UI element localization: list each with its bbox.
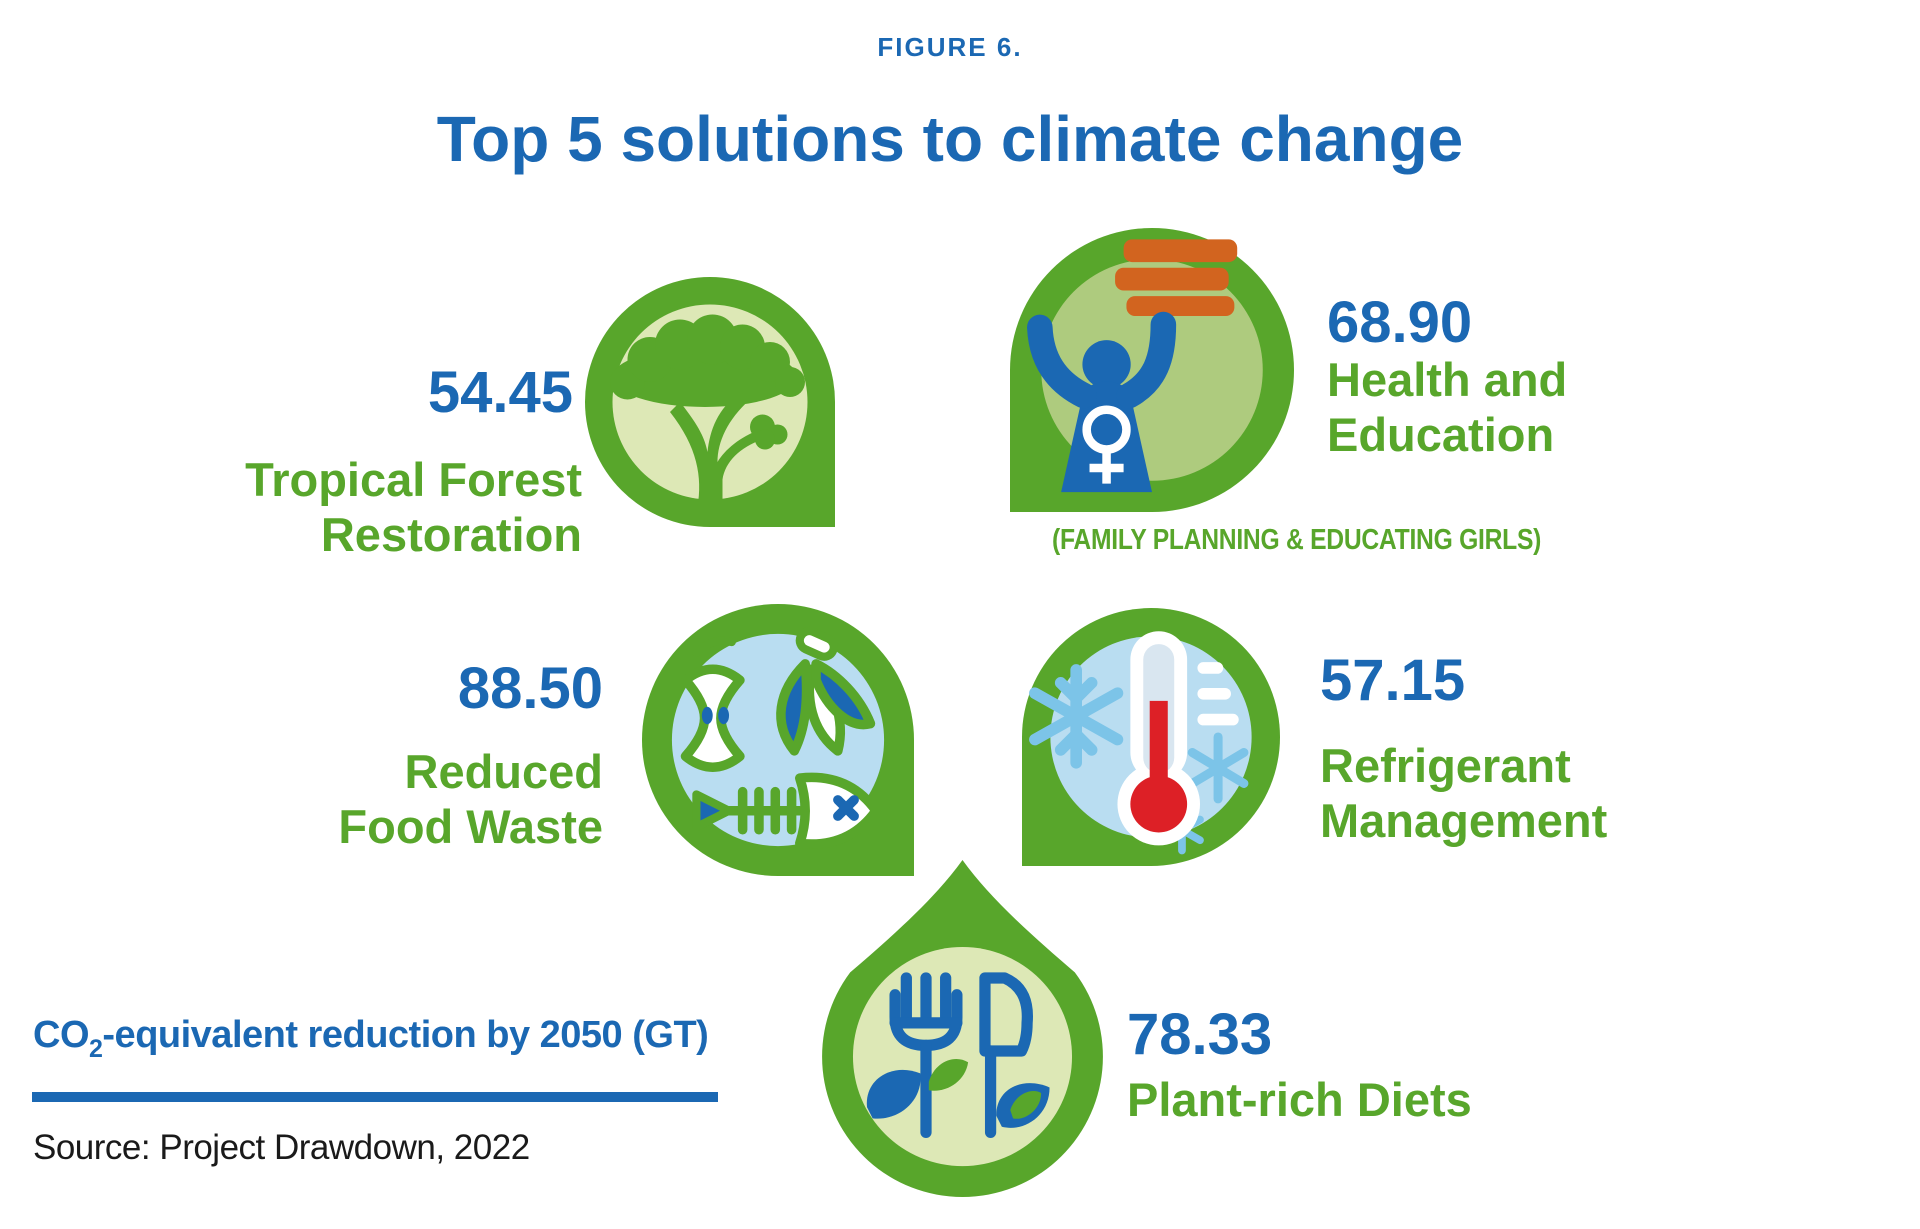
- health-education-badge: [1010, 228, 1294, 512]
- value-refrigerant-management: 57.15: [1320, 648, 1466, 713]
- value-health-education: 68.90: [1327, 290, 1473, 355]
- female-symbol-icon: [1082, 405, 1131, 484]
- person-books-icon: [1027, 239, 1238, 493]
- divider-rule: [32, 1092, 718, 1102]
- badge-inner-circle: [852, 947, 1073, 1167]
- books-icon: [1115, 239, 1238, 317]
- label-refrigerant-management: Refrigerant Management: [1320, 739, 1608, 848]
- value-reduced-food-waste: 88.50: [457, 656, 603, 721]
- thermometer-snowflakes-icon: [1029, 631, 1249, 855]
- snowflake-icon: [1029, 664, 1124, 769]
- scale-marks: [1197, 662, 1239, 726]
- tropical-forest-badge: [585, 277, 835, 527]
- unit-note: CO2-equivalent reduction by 2050 (GT): [33, 1014, 709, 1063]
- label-reduced-food-waste: Reduced Food Waste: [338, 745, 603, 854]
- reduced-food-waste-badge: [642, 604, 914, 876]
- thermometer-icon: [1117, 631, 1201, 846]
- refrigerant-management-badge: [1022, 608, 1280, 866]
- figure-label: FIGURE 6.: [877, 32, 1023, 62]
- value-plant-rich-diets: 78.33: [1127, 1002, 1273, 1067]
- person-figure: [1027, 311, 1177, 493]
- page-title: Top 5 solutions to climate change: [436, 103, 1464, 175]
- label-tropical-forest: Tropical Forest Restoration: [245, 453, 582, 562]
- subnote-family-planning: (FAMILY PLANNING & EDUCATING GIRLS): [1052, 524, 1542, 556]
- food-waste-icon: [680, 626, 881, 849]
- plant-rich-diets-badge: [822, 860, 1103, 1197]
- subscript-2: 2: [89, 1035, 103, 1063]
- tree-icon: [610, 314, 805, 507]
- label-plant-rich-diets: Plant-rich Diets: [1127, 1073, 1472, 1126]
- fork-knife-plants-icon: [866, 972, 1050, 1139]
- label-health-education: Health and Education: [1327, 353, 1568, 462]
- value-tropical-forest: 54.45: [427, 360, 573, 425]
- snowflake-icon: [1187, 732, 1249, 804]
- source-credit: Source: Project Drawdown, 2022: [33, 1128, 530, 1167]
